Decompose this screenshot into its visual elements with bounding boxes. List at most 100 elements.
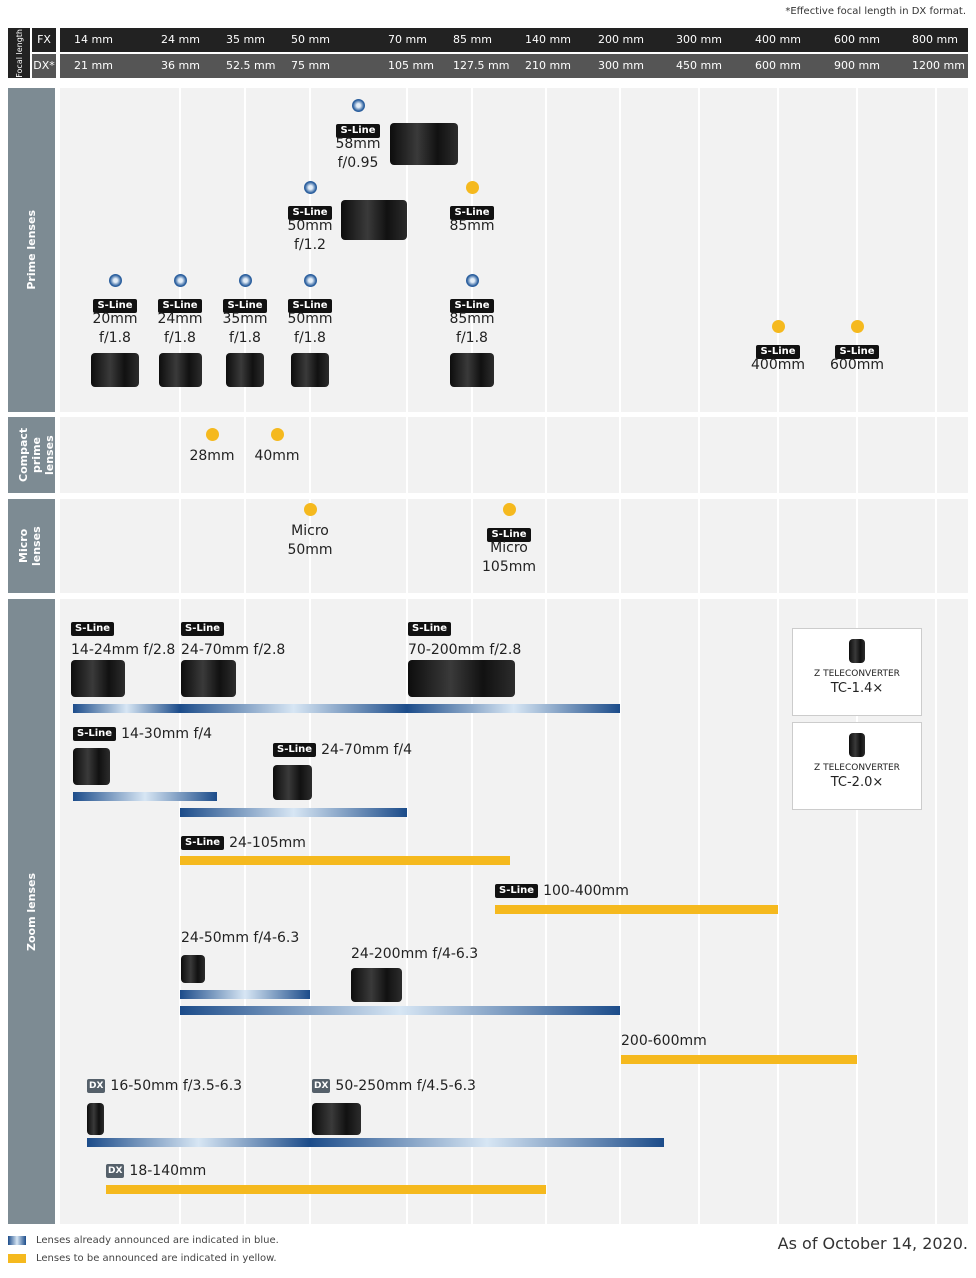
lens-label: f/1.8 [99, 330, 131, 346]
grid-line [471, 88, 473, 412]
badge-wrap: S-Line [120, 293, 240, 313]
lens-image [73, 748, 110, 785]
dx-value: 36 mm [161, 59, 200, 72]
lens-image [273, 765, 312, 800]
lens-title: S-Line 70-200mm f/2.8 [408, 618, 521, 660]
badge: S-Line [71, 622, 115, 636]
fx-value: 24 mm [161, 33, 200, 46]
lens-label: 50mm [287, 218, 333, 234]
grid-line [179, 599, 181, 1224]
dx-value: 105 mm [388, 59, 434, 72]
badge-wrap: S-Line [797, 339, 917, 359]
section-label-cell: Compact prime lenses [8, 417, 56, 493]
header-label-cell: Focal length [8, 28, 30, 78]
status-dot [304, 181, 317, 194]
grid-line [698, 417, 700, 493]
lens-name: 16-50mm f/3.5-6.3 [110, 1078, 243, 1094]
teleconverter-box: Z TELECONVERTER TC-2.0× [792, 722, 922, 810]
grid-line [309, 88, 311, 412]
status-dot [206, 428, 219, 441]
fx-value: 800 mm [912, 33, 958, 46]
lens-label: f/1.8 [164, 330, 196, 346]
grid-line [471, 499, 473, 593]
grid-line [545, 88, 547, 412]
lens-title: S-Line 14-30mm f/4 [73, 725, 212, 744]
grid-line [856, 417, 858, 493]
lens-label: Micro [291, 523, 329, 539]
date: As of October 14, 2020. [777, 1234, 968, 1253]
status-dot [851, 320, 864, 333]
status-dot [109, 274, 122, 287]
lens-title: 24-200mm f/4-6.3 [351, 945, 478, 964]
fx-value: 35 mm [226, 33, 265, 46]
status-dot [352, 99, 365, 112]
header-label: Focal length [14, 28, 24, 78]
lens-label: 35mm [222, 311, 268, 327]
range-bar [106, 1185, 546, 1194]
dx-value: 75 mm [291, 59, 330, 72]
lens-label: f/1.8 [456, 330, 488, 346]
fx-row [60, 28, 968, 52]
lens-label: f/1.2 [294, 237, 326, 253]
badge: S-Line [450, 299, 494, 313]
lens-image [71, 660, 125, 697]
grid-line [935, 599, 937, 1224]
dx-value: 127.5 mm [453, 59, 510, 72]
range-bar [180, 856, 510, 865]
range-bar [73, 792, 217, 801]
lens-label: f/1.8 [294, 330, 326, 346]
lens-image [91, 353, 139, 387]
lens-name: 200-600mm [621, 1033, 707, 1049]
badge: S-Line [288, 299, 332, 313]
badge: S-Line [450, 206, 494, 220]
badge: S-Line [158, 299, 202, 313]
grid-line [406, 499, 408, 593]
section-label-cell: Prime lenses [8, 88, 55, 412]
teleconverter-box: Z TELECONVERTER TC-1.4× [792, 628, 922, 716]
fx-value: 400 mm [755, 33, 801, 46]
badge: S-Line [336, 124, 380, 138]
grid-line [471, 417, 473, 493]
lens-label: 85mm [449, 311, 495, 327]
lens-name: 100-400mm [543, 883, 629, 899]
badge: S-Line [73, 727, 117, 741]
fx-label: FX [32, 28, 56, 52]
lens-name: 24-200mm f/4-6.3 [351, 946, 479, 962]
badge: DX [106, 1164, 125, 1178]
legend-text: Lenses to be announced are indicated in … [36, 1253, 277, 1264]
grid-line [856, 599, 858, 1224]
lens-name: 50-250mm f/4.5-6.3 [335, 1078, 476, 1094]
grid-line [545, 417, 547, 493]
lens-image [312, 1103, 361, 1135]
grid-line [406, 417, 408, 493]
dx-value: 52.5 mm [226, 59, 276, 72]
lens-image [450, 353, 494, 387]
grid-line [545, 499, 547, 593]
badge: S-Line [835, 345, 879, 359]
grid-line [619, 499, 621, 593]
lens-label: 105mm [482, 559, 536, 575]
lens-name: 14-30mm f/4 [121, 726, 213, 742]
dx-value: 1200 mm [912, 59, 965, 72]
lens-name: 14-24mm f/2.8 [71, 642, 176, 658]
legend-text: Lenses already announced are indicated i… [36, 1235, 279, 1246]
lens-name: 24-70mm f/2.8 [181, 642, 286, 658]
range-bar [73, 704, 180, 713]
badge-wrap: S-Line [412, 200, 532, 220]
grid-line [309, 499, 311, 593]
grid-line [935, 417, 937, 493]
lens-name: 70-200mm f/2.8 [408, 642, 522, 658]
section-label: Compact prime lenses [16, 427, 56, 483]
lens-image [408, 660, 515, 697]
section-label: Prime lenses [25, 210, 38, 290]
teleconverter-title: Z TELECONVERTER [814, 669, 900, 679]
dx-row [60, 54, 968, 78]
lens-image [181, 660, 236, 697]
badge: S-Line [756, 345, 800, 359]
grid-line [244, 499, 246, 593]
badge: DX [87, 1079, 106, 1093]
teleconverter-image [849, 733, 865, 757]
badge: S-Line [273, 743, 317, 757]
dx-value: 21 mm [74, 59, 113, 72]
